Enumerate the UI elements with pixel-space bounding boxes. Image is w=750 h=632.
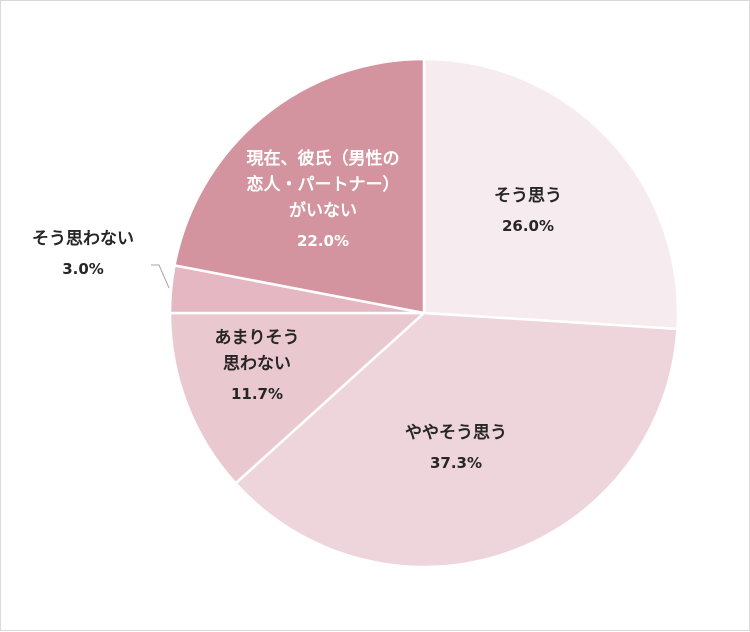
slice-value-label: 3.0%: [62, 260, 104, 278]
pie-slice-s2: [234, 311, 679, 569]
data-label-s2: ややそう思う 37.3%: [405, 423, 507, 472]
pie-slices: [168, 57, 680, 569]
slice-category-label: がいない: [289, 200, 357, 221]
data-label-s4: そう思わない 3.0%: [32, 229, 170, 289]
slice-category-label: 恋人・パートナー）: [247, 174, 400, 195]
slice-value-label: 11.7%: [231, 385, 283, 403]
pie-slice-s3: [168, 311, 426, 485]
pie-slice-s1: [422, 57, 680, 331]
pie-slice-s5: [173, 57, 426, 315]
slice-category-label: 現在、彼氏（男性の: [247, 148, 400, 169]
data-label-s1: そう思う 26.0%: [494, 186, 562, 235]
slice-value-label: 26.0%: [502, 217, 554, 235]
slice-category-label: 思わない: [223, 354, 291, 374]
slice-value-label: 22.0%: [297, 232, 349, 250]
slice-category-label: あまりそう: [215, 328, 300, 348]
leader-line: [151, 264, 170, 289]
slice-category-label: ややそう思う: [405, 423, 507, 443]
slice-category-label: そう思う: [494, 186, 562, 206]
slice-category-label: そう思わない: [32, 229, 134, 249]
slice-value-label: 37.3%: [430, 454, 482, 472]
